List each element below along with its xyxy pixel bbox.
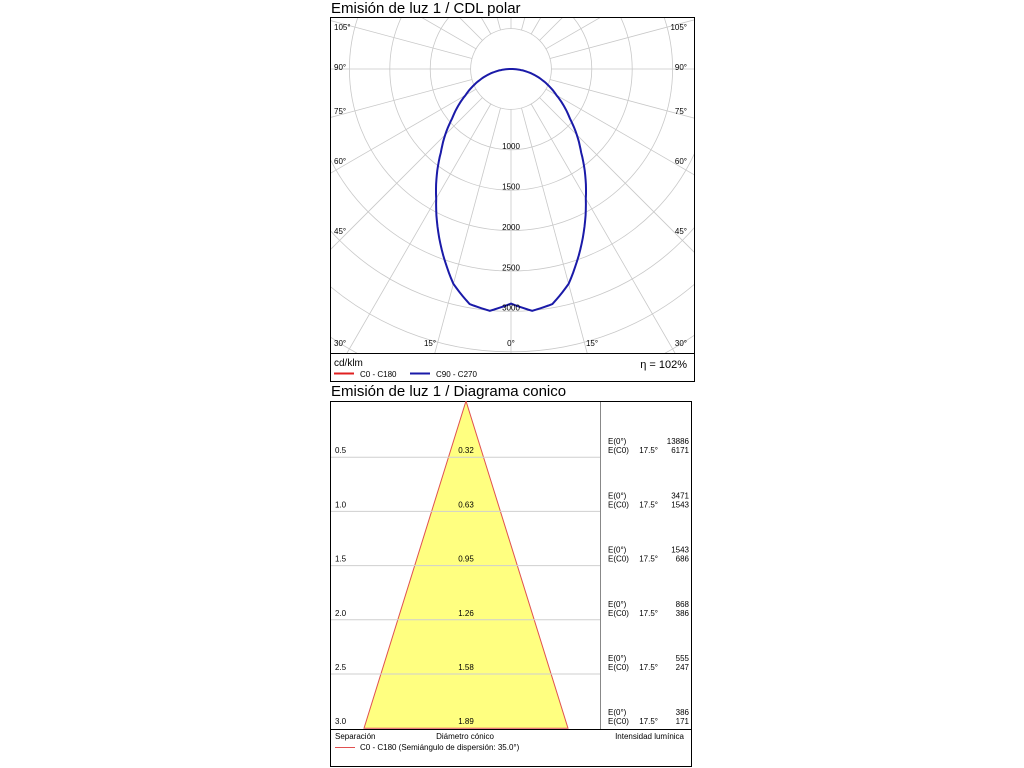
polar-radial-label: 1000 xyxy=(502,142,520,151)
polar-angle-label-bottom: 15° xyxy=(586,339,598,348)
cone-ec-angle: 17.5° xyxy=(639,446,658,455)
cone-e0-label: E(0°) xyxy=(608,546,627,555)
polar-angle-label-right: 30° xyxy=(675,339,687,348)
polar-spoke xyxy=(545,88,694,176)
cone-ec-label: E(C0) xyxy=(608,717,629,726)
polar-radial-label: 1500 xyxy=(502,182,520,191)
cone-ec-label: E(C0) xyxy=(608,609,629,618)
polar-angle-label-right: 60° xyxy=(675,157,687,166)
polar-angle-label-bottom: 0° xyxy=(507,339,515,348)
cone-e0-value: 3471 xyxy=(671,491,689,500)
cone-ec-angle: 17.5° xyxy=(639,609,658,618)
legend-c90-label: C90 - C270 xyxy=(436,370,477,379)
polar-curve-c90-c270 xyxy=(435,68,587,312)
cone-ec-value: 171 xyxy=(676,717,690,726)
cone-ec-angle: 17.5° xyxy=(639,663,658,672)
legend-c0-label: C0 - C180 xyxy=(360,370,397,379)
polar-angle-label-right: 90° xyxy=(675,63,687,72)
polar-frame xyxy=(330,17,695,382)
cone-triangle xyxy=(363,401,569,729)
cone-ec-value: 386 xyxy=(676,609,690,618)
cone-e0-label: E(0°) xyxy=(608,437,627,446)
polar-curves xyxy=(435,68,587,312)
cone-ec-label: E(C0) xyxy=(608,446,629,455)
cone-diameter: 1.58 xyxy=(458,663,474,672)
cone-footer-intensity: Intensidad lumínica xyxy=(615,732,684,741)
polar-angle-label-bottom: 15° xyxy=(424,339,436,348)
cone-footer-separation: Separación xyxy=(335,732,375,741)
cone-diameter: 0.32 xyxy=(458,446,474,455)
cone-separation: 1.5 xyxy=(335,555,347,564)
polar-spoke xyxy=(331,20,473,59)
polar-angle-label-left: 105° xyxy=(334,23,351,32)
polar-angle-label-right: 105° xyxy=(670,23,687,32)
polar-angle-labels: 105° 90° 75° 60° 45° 30° 105° 90° 75° 60° 45° 30° 15… xyxy=(334,23,687,348)
polar-angle-label-left: 90° xyxy=(334,63,346,72)
cone-chart-title: Emisión de luz 1 / Diagrama conico xyxy=(331,383,567,400)
cone-ec-label: E(C0) xyxy=(608,663,629,672)
cone-ec-label: E(C0) xyxy=(608,555,629,564)
polar-spoke xyxy=(549,19,694,59)
polar-grid xyxy=(331,18,694,353)
polar-chart-title: Emisión de luz 1 / CDL polar xyxy=(331,0,521,17)
cone-separation: 3.0 xyxy=(335,717,347,726)
polar-angle-label-left: 45° xyxy=(334,227,346,236)
polar-radial-labels: 1000 1500 2000 2500 3000 xyxy=(502,142,520,313)
polar-angle-label-right: 75° xyxy=(675,107,687,116)
polar-angle-label-left: 60° xyxy=(334,157,346,166)
cone-ec-value: 686 xyxy=(676,555,690,564)
cone-separation: 2.5 xyxy=(335,663,347,672)
polar-spoke xyxy=(331,88,477,174)
polar-angle-label-left: 30° xyxy=(334,339,346,348)
cone-separation: 1.0 xyxy=(335,500,347,509)
cone-ec-value: 6171 xyxy=(671,446,689,455)
polar-spoke xyxy=(521,107,588,353)
cone-ec-angle: 17.5° xyxy=(639,717,658,726)
polar-radial-label: 2000 xyxy=(502,223,520,232)
cone-ec-angle: 17.5° xyxy=(639,500,658,509)
cone-ec-label: E(C0) xyxy=(608,500,629,509)
polar-spoke xyxy=(331,97,483,250)
polar-angle-label-right: 45° xyxy=(675,227,687,236)
polar-spoke xyxy=(434,107,501,353)
cone-e0-label: E(0°) xyxy=(608,600,627,609)
polar-radial-label: 3000 xyxy=(502,304,520,313)
cone-separation: 0.5 xyxy=(335,446,347,455)
cone-diameter: 1.89 xyxy=(458,717,474,726)
cone-ec-value: 1543 xyxy=(671,500,689,509)
cone-e0-label: E(0°) xyxy=(608,654,627,663)
polar-spoke xyxy=(539,97,694,253)
cone-e0-label: E(0°) xyxy=(608,708,627,717)
polar-chart: 105° 90° 75° 60° 45° 30° 105° 90° 75° 60° 45° 30° 15… xyxy=(330,17,695,382)
cone-e0-value: 868 xyxy=(676,600,690,609)
cone-ec-value: 247 xyxy=(676,663,690,672)
polar-spoke xyxy=(549,79,694,119)
cone-chart: 0.5 0.32 E(0°) 13886 E(C0) 17.5° 6171 1.0 0.63 E(… xyxy=(330,401,692,767)
polar-efficiency: η = 102% xyxy=(640,359,687,371)
cone-e0-value: 1543 xyxy=(671,546,689,555)
cone-legend-label: C0 - C180 (Semiángulo de dispersión: 35.… xyxy=(360,743,520,752)
cone-ec-angle: 17.5° xyxy=(639,555,658,564)
polar-spoke xyxy=(331,79,473,118)
cone-e0-label: E(0°) xyxy=(608,491,627,500)
polar-angle-label-left: 75° xyxy=(334,107,346,116)
cone-diameter: 0.95 xyxy=(458,555,474,564)
cone-e0-value: 13886 xyxy=(667,437,690,446)
polar-radial-label: 2500 xyxy=(502,263,520,272)
cone-diameter: 0.63 xyxy=(458,500,474,509)
cone-e0-value: 555 xyxy=(676,654,690,663)
polar-unit: cd/klm xyxy=(334,358,363,369)
cone-footer-diameter: Diámetro cónico xyxy=(436,732,494,741)
cone-rows: 0.5 0.32 E(0°) 13886 E(C0) 17.5° 6171 1.0 0.63 E(… xyxy=(331,437,690,726)
cone-separation: 2.0 xyxy=(335,609,347,618)
cone-diameter: 1.26 xyxy=(458,609,474,618)
cone-e0-value: 386 xyxy=(676,708,690,717)
